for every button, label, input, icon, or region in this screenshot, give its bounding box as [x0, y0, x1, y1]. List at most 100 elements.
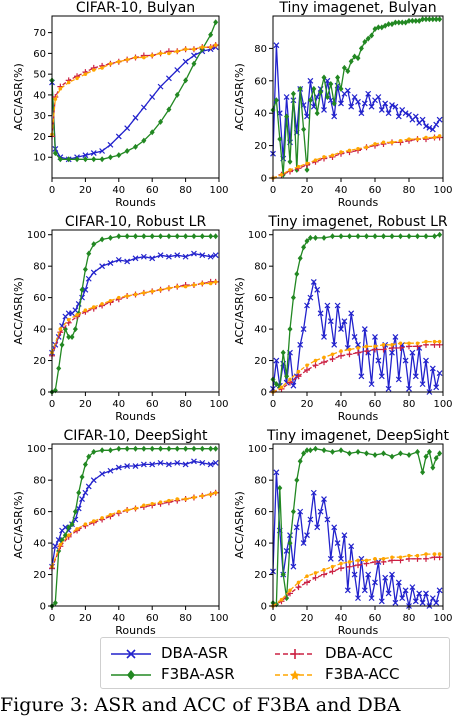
- data-point-dba-asr: [368, 595, 375, 602]
- data-point-f3ba-acc: [381, 343, 386, 347]
- data-point-dba-acc: [329, 568, 336, 575]
- data-point-dba-asr: [331, 341, 338, 348]
- data-point-dba-asr: [115, 464, 122, 471]
- data-point-f3ba-asr: [99, 236, 105, 243]
- series-line-dba-asr: [51, 46, 216, 160]
- data-point-f3ba-acc: [83, 72, 88, 76]
- data-point-dba-asr: [310, 489, 317, 496]
- data-point-dba-asr: [402, 357, 409, 364]
- y-axis-label: ACC/ASR(%): [233, 63, 246, 131]
- data-point-f3ba-asr: [72, 326, 78, 333]
- data-point-dba-asr: [385, 385, 392, 392]
- data-point-dba-asr: [416, 590, 423, 597]
- legend-label-f3ba-asr: F3BA-ASR: [161, 665, 235, 683]
- y-tick-label: 60: [33, 49, 46, 60]
- data-point-f3ba-asr: [399, 19, 405, 26]
- data-point-dba-asr: [75, 505, 82, 512]
- data-point-f3ba-asr: [304, 166, 310, 173]
- data-point-dba-asr: [324, 516, 331, 523]
- y-tick-label: 0: [261, 388, 267, 399]
- data-point-f3ba-acc: [381, 140, 386, 145]
- data-point-dba-asr: [149, 255, 156, 262]
- data-point-dba-asr: [385, 590, 392, 597]
- y-tick-label: 40: [33, 539, 46, 550]
- chart-title: CIFAR-10, DeepSight: [63, 428, 208, 444]
- data-point-f3ba-asr: [86, 453, 92, 460]
- data-point-f3ba-asr: [375, 24, 381, 31]
- y-tick-label: 80: [33, 262, 46, 273]
- data-point-dba-asr: [389, 102, 395, 109]
- x-tick-label: 0: [270, 185, 276, 196]
- data-point-f3ba-asr: [116, 445, 122, 452]
- data-point-dba-asr: [423, 357, 429, 364]
- y-tick-label: 20: [254, 141, 267, 152]
- y-axis-label: ACC/ASR(%): [12, 277, 25, 345]
- data-point-f3ba-acc: [100, 66, 104, 70]
- data-point-dba-asr: [290, 563, 297, 570]
- data-point-dba-asr: [375, 94, 382, 100]
- data-point-dba-asr: [429, 365, 436, 372]
- data-point-dba-asr: [331, 524, 338, 531]
- data-point-dba-asr: [355, 595, 361, 602]
- series-line-dba-acc: [51, 44, 216, 137]
- data-point-f3ba-acc: [83, 522, 88, 527]
- data-point-dba-acc: [355, 349, 361, 356]
- x-axis-label: Rounds: [115, 410, 156, 423]
- data-point-f3ba-asr: [208, 445, 214, 452]
- data-point-dba-asr: [90, 269, 97, 276]
- data-point-f3ba-asr: [284, 113, 290, 120]
- x-tick-label: 80: [403, 613, 416, 624]
- data-point-dba-asr: [212, 252, 219, 259]
- data-point-f3ba-acc: [398, 555, 403, 560]
- y-axis-label: ACC/ASR(%): [12, 491, 25, 559]
- data-point-f3ba-asr: [280, 571, 286, 578]
- x-tick-label: 100: [433, 185, 452, 196]
- data-point-f3ba-acc: [424, 339, 428, 344]
- data-point-f3ba-asr: [423, 233, 429, 240]
- data-point-dba-asr: [358, 373, 365, 380]
- data-point-dba-asr: [321, 107, 327, 113]
- data-point-f3ba-asr: [158, 445, 164, 452]
- data-point-f3ba-asr: [420, 469, 426, 476]
- data-point-f3ba-acc: [322, 568, 326, 572]
- y-tick-label: 40: [254, 539, 267, 550]
- data-point-dba-asr: [385, 110, 392, 117]
- data-point-dba-asr: [174, 67, 181, 73]
- data-point-f3ba-acc: [213, 490, 218, 495]
- series-line-dba-asr: [51, 460, 216, 567]
- data-point-f3ba-asr: [79, 474, 85, 481]
- data-point-dba-asr: [327, 555, 334, 562]
- data-point-dba-asr: [321, 496, 327, 502]
- data-point-f3ba-asr: [301, 126, 307, 133]
- data-point-dba-asr: [355, 341, 361, 348]
- data-point-f3ba-asr: [330, 448, 335, 455]
- data-point-f3ba-acc: [313, 571, 318, 575]
- data-point-f3ba-asr: [174, 233, 180, 240]
- x-tick-label: 100: [209, 185, 228, 196]
- data-point-f3ba-asr: [437, 16, 443, 23]
- data-point-f3ba-acc: [364, 145, 369, 150]
- y-tick-label: 20: [254, 570, 267, 581]
- data-point-dba-asr: [124, 125, 131, 132]
- data-point-f3ba-acc: [339, 150, 343, 154]
- data-point-f3ba-acc: [133, 292, 138, 297]
- data-point-f3ba-asr: [133, 445, 138, 452]
- data-point-f3ba-acc: [213, 280, 218, 284]
- data-point-f3ba-acc: [339, 349, 343, 353]
- y-tick-label: 80: [254, 44, 267, 55]
- data-point-dba-asr: [365, 571, 372, 578]
- data-point-dba-asr: [99, 148, 106, 154]
- data-point-f3ba-asr: [287, 540, 293, 547]
- y-tick-label: 60: [254, 76, 267, 87]
- series-line-f3ba-acc: [51, 44, 216, 135]
- data-point-f3ba-asr: [372, 452, 378, 459]
- data-point-dba-asr: [165, 75, 172, 82]
- data-point-f3ba-asr: [290, 90, 296, 97]
- data-point-f3ba-acc: [279, 172, 284, 177]
- data-point-f3ba-asr: [124, 445, 130, 452]
- data-point-f3ba-asr: [290, 508, 296, 515]
- data-point-dba-asr: [124, 463, 131, 469]
- data-point-dba-asr: [321, 334, 327, 340]
- y-tick-label: 80: [254, 262, 267, 273]
- data-point-f3ba-asr: [91, 156, 97, 163]
